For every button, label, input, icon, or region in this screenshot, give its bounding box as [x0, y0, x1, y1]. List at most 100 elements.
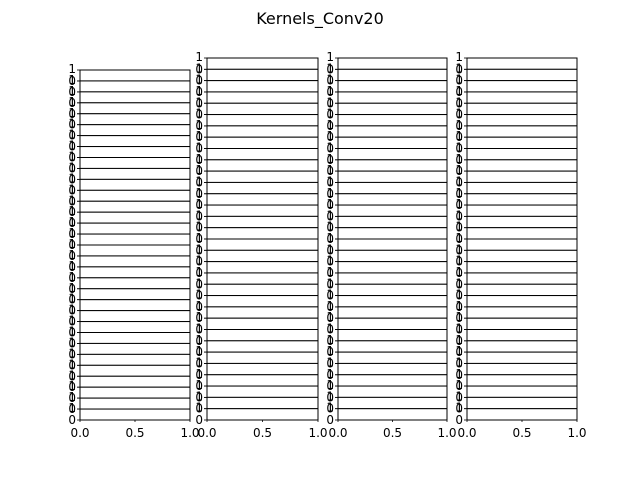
subplot-frame — [206, 306, 319, 319]
y-tick-label: 0 — [455, 402, 463, 416]
subplot-frame — [79, 299, 191, 312]
y-tick-label: 1 — [195, 367, 203, 381]
y-tick-label: 0 — [68, 391, 76, 405]
y-tick-label: 1 — [68, 128, 76, 142]
y-tick-label: 0 — [455, 85, 463, 99]
subplot-frame — [79, 69, 191, 82]
y-tick-label: 0 — [455, 334, 463, 348]
y-tick-label: 0 — [326, 402, 334, 416]
y-tick-label: 1 — [326, 310, 334, 324]
y-tick-label: 0 — [195, 289, 203, 303]
y-tick-label: 0 — [68, 118, 76, 132]
y-tick-label: 1 — [195, 265, 203, 279]
subplot-frame — [466, 159, 578, 172]
subplot-frame — [79, 135, 191, 148]
y-tick-label: 1 — [195, 389, 203, 403]
y-tick-label: 0 — [195, 164, 203, 178]
y-tick-label: 1 — [455, 299, 463, 313]
y-tick-label: 1 — [326, 401, 334, 415]
y-tick-label: 1 — [455, 401, 463, 415]
y-tick-label: 1 — [195, 378, 203, 392]
y-tick-label: 0 — [326, 153, 334, 167]
y-tick-label: 1 — [68, 204, 76, 218]
subplot-frame — [466, 351, 578, 364]
y-tick-label: 1 — [195, 163, 203, 177]
subplot-frame — [206, 215, 319, 229]
y-tick-label: 0 — [326, 277, 334, 291]
subplot-frame — [206, 193, 319, 206]
y-tick-label: 0 — [195, 198, 203, 212]
y-tick-label: 0 — [68, 347, 76, 361]
subplot-frame — [466, 238, 578, 251]
subplot-frame — [466, 362, 578, 376]
y-tick-label: 0 — [195, 379, 203, 393]
y-tick-label: 0 — [195, 266, 203, 280]
y-tick-label: 1 — [455, 174, 463, 188]
y-tick-label: 0 — [68, 107, 76, 121]
y-tick-label: 0 — [326, 390, 334, 404]
y-tick-label: 1 — [455, 288, 463, 302]
y-tick-label: 1 — [195, 231, 203, 245]
y-tick-label: 1 — [68, 335, 76, 349]
y-tick-label: 0 — [195, 74, 203, 88]
y-tick-label: 1 — [195, 288, 203, 302]
y-tick-label: 1 — [68, 160, 76, 174]
y-tick-label: 0 — [455, 209, 463, 223]
y-tick-label: 0 — [68, 74, 76, 88]
y-tick-label: 0 — [68, 336, 76, 350]
subplot-frame — [206, 385, 319, 398]
y-tick-label: 1 — [455, 107, 463, 121]
y-tick-label: 1 — [68, 182, 76, 196]
y-tick-label: 1 — [68, 379, 76, 393]
y-tick-label: 0 — [326, 221, 334, 235]
y-tick-label: 1 — [195, 299, 203, 313]
subplot-frame — [466, 261, 578, 274]
x-tick-label: 0.0 — [70, 426, 89, 440]
subplot-frame — [206, 57, 319, 70]
subplot-axes: 10 — [68, 401, 191, 427]
subplot-frame — [337, 385, 448, 398]
subplot-frame — [79, 353, 191, 366]
x-tick-label: 0.0 — [328, 426, 347, 440]
y-tick-label: 1 — [68, 84, 76, 98]
y-tick-label: 0 — [195, 255, 203, 269]
subplot-frame — [79, 266, 191, 279]
subplot-frame — [466, 283, 578, 297]
y-tick-label: 0 — [326, 108, 334, 122]
y-tick-label: 0 — [455, 232, 463, 246]
y-tick-label: 1 — [455, 152, 463, 166]
y-tick-label: 0 — [455, 187, 463, 201]
y-tick-label: 0 — [68, 271, 76, 285]
subplot-frame — [466, 227, 578, 240]
x-tick-label: 0.5 — [125, 426, 144, 440]
y-tick-label: 1 — [68, 303, 76, 317]
subplot-frame — [337, 181, 448, 195]
subplot-frame — [466, 317, 578, 330]
y-tick-label: 0 — [455, 255, 463, 269]
subplot-frame — [206, 396, 319, 410]
y-tick-label: 0 — [195, 413, 203, 427]
subplot-frame — [206, 329, 319, 342]
y-tick-label: 0 — [195, 323, 203, 337]
y-tick-label: 0 — [455, 74, 463, 88]
subplot-frame — [466, 57, 578, 70]
subplot-frame — [466, 385, 578, 398]
subplot-frame — [206, 374, 319, 387]
subplot-frame — [206, 272, 319, 285]
y-tick-label: 1 — [326, 84, 334, 98]
subplot-frame — [466, 249, 578, 263]
subplot-frame — [79, 288, 191, 301]
y-tick-label: 0 — [326, 85, 334, 99]
y-tick-label: 1 — [455, 73, 463, 87]
y-tick-label: 0 — [455, 289, 463, 303]
y-tick-label: 1 — [68, 325, 76, 339]
y-tick-label: 0 — [68, 194, 76, 208]
subplot-column-4: 1010101010101010101010101010101010101010… — [455, 50, 586, 440]
y-tick-label: 1 — [195, 208, 203, 222]
y-tick-label: 0 — [68, 402, 76, 416]
y-tick-label: 1 — [326, 73, 334, 87]
y-tick-label: 1 — [326, 50, 334, 64]
subplot-frame — [79, 310, 191, 323]
subplot-column-3: 1010101010101010101010101010101010101010… — [326, 50, 456, 440]
y-tick-label: 1 — [68, 95, 76, 109]
